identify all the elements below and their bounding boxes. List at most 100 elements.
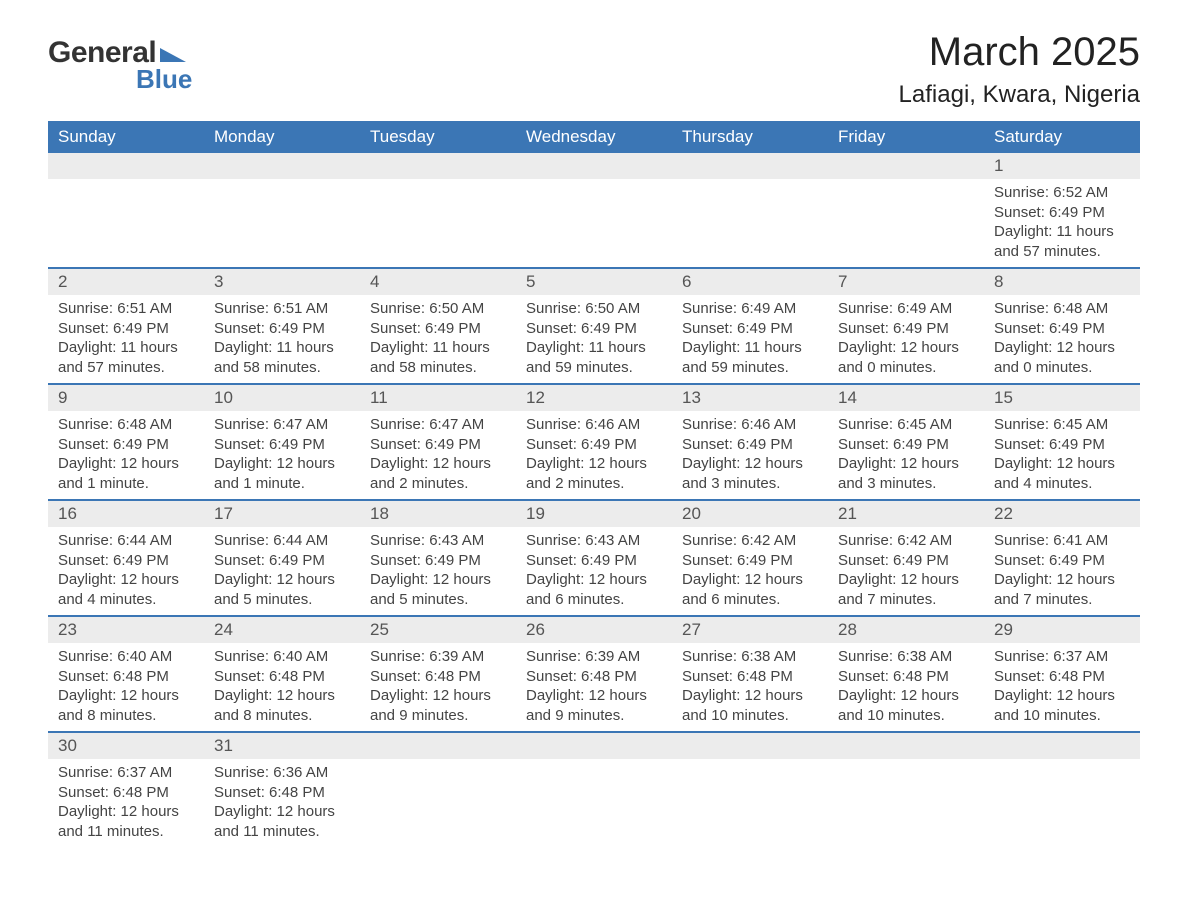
calendar-day-cell: 5Sunrise: 6:50 AMSunset: 6:49 PMDaylight… (516, 268, 672, 384)
sunset-text: Sunset: 6:49 PM (526, 435, 662, 455)
sunset-text: Sunset: 6:49 PM (994, 551, 1130, 571)
day-number (48, 153, 204, 179)
daylight-text: Daylight: 12 hours and 9 minutes. (370, 686, 506, 725)
day-number: 13 (672, 385, 828, 411)
sunset-text: Sunset: 6:49 PM (214, 435, 350, 455)
calendar-day-cell: 9Sunrise: 6:48 AMSunset: 6:49 PMDaylight… (48, 384, 204, 500)
day-details: Sunrise: 6:45 AMSunset: 6:49 PMDaylight:… (828, 411, 984, 499)
day-number: 21 (828, 501, 984, 527)
sunset-text: Sunset: 6:48 PM (682, 667, 818, 687)
day-details: Sunrise: 6:42 AMSunset: 6:49 PMDaylight:… (672, 527, 828, 615)
sunset-text: Sunset: 6:49 PM (58, 319, 194, 339)
day-number: 5 (516, 269, 672, 295)
day-details (984, 759, 1140, 819)
calendar-day-cell: 18Sunrise: 6:43 AMSunset: 6:49 PMDayligh… (360, 500, 516, 616)
calendar-day-cell: 23Sunrise: 6:40 AMSunset: 6:48 PMDayligh… (48, 616, 204, 732)
sunrise-text: Sunrise: 6:42 AM (682, 531, 818, 551)
header: General Blue March 2025 Lafiagi, Kwara, … (48, 30, 1140, 109)
weekday-header: Tuesday (360, 121, 516, 153)
brand-logo: General Blue (48, 36, 192, 95)
daylight-text: Daylight: 12 hours and 7 minutes. (994, 570, 1130, 609)
day-details: Sunrise: 6:47 AMSunset: 6:49 PMDaylight:… (360, 411, 516, 499)
sunrise-text: Sunrise: 6:49 AM (682, 299, 818, 319)
day-details: Sunrise: 6:43 AMSunset: 6:49 PMDaylight:… (516, 527, 672, 615)
day-details: Sunrise: 6:43 AMSunset: 6:49 PMDaylight:… (360, 527, 516, 615)
sunrise-text: Sunrise: 6:38 AM (838, 647, 974, 667)
calendar-day-cell: 27Sunrise: 6:38 AMSunset: 6:48 PMDayligh… (672, 616, 828, 732)
sunset-text: Sunset: 6:48 PM (526, 667, 662, 687)
daylight-text: Daylight: 12 hours and 6 minutes. (682, 570, 818, 609)
calendar-day-cell: 28Sunrise: 6:38 AMSunset: 6:48 PMDayligh… (828, 616, 984, 732)
sunset-text: Sunset: 6:49 PM (682, 435, 818, 455)
calendar-day-cell: 19Sunrise: 6:43 AMSunset: 6:49 PMDayligh… (516, 500, 672, 616)
day-details: Sunrise: 6:41 AMSunset: 6:49 PMDaylight:… (984, 527, 1140, 615)
daylight-text: Daylight: 12 hours and 3 minutes. (682, 454, 818, 493)
daylight-text: Daylight: 12 hours and 4 minutes. (994, 454, 1130, 493)
daylight-text: Daylight: 12 hours and 1 minute. (58, 454, 194, 493)
day-details: Sunrise: 6:48 AMSunset: 6:49 PMDaylight:… (984, 295, 1140, 383)
sunrise-text: Sunrise: 6:51 AM (214, 299, 350, 319)
calendar-day-cell: 2Sunrise: 6:51 AMSunset: 6:49 PMDaylight… (48, 268, 204, 384)
sunrise-text: Sunrise: 6:39 AM (370, 647, 506, 667)
flag-icon (160, 44, 186, 62)
calendar-day-cell (360, 153, 516, 268)
calendar-day-cell: 1Sunrise: 6:52 AMSunset: 6:49 PMDaylight… (984, 153, 1140, 268)
day-details (204, 179, 360, 239)
day-number: 11 (360, 385, 516, 411)
daylight-text: Daylight: 11 hours and 57 minutes. (994, 222, 1130, 261)
sunset-text: Sunset: 6:48 PM (838, 667, 974, 687)
sunset-text: Sunset: 6:49 PM (682, 551, 818, 571)
day-details: Sunrise: 6:38 AMSunset: 6:48 PMDaylight:… (672, 643, 828, 731)
day-number: 15 (984, 385, 1140, 411)
sunrise-text: Sunrise: 6:42 AM (838, 531, 974, 551)
day-details: Sunrise: 6:46 AMSunset: 6:49 PMDaylight:… (672, 411, 828, 499)
calendar-week-row: 2Sunrise: 6:51 AMSunset: 6:49 PMDaylight… (48, 268, 1140, 384)
day-number: 17 (204, 501, 360, 527)
calendar-day-cell (204, 153, 360, 268)
day-number: 14 (828, 385, 984, 411)
day-number (672, 153, 828, 179)
day-details (48, 179, 204, 239)
daylight-text: Daylight: 12 hours and 5 minutes. (370, 570, 506, 609)
weekday-header: Saturday (984, 121, 1140, 153)
calendar-day-cell (672, 732, 828, 847)
day-details: Sunrise: 6:37 AMSunset: 6:48 PMDaylight:… (984, 643, 1140, 731)
sunset-text: Sunset: 6:49 PM (370, 435, 506, 455)
sunrise-text: Sunrise: 6:45 AM (994, 415, 1130, 435)
calendar-day-cell: 24Sunrise: 6:40 AMSunset: 6:48 PMDayligh… (204, 616, 360, 732)
calendar-day-cell: 6Sunrise: 6:49 AMSunset: 6:49 PMDaylight… (672, 268, 828, 384)
sunset-text: Sunset: 6:49 PM (214, 319, 350, 339)
sunset-text: Sunset: 6:49 PM (58, 435, 194, 455)
sunrise-text: Sunrise: 6:47 AM (214, 415, 350, 435)
day-number: 31 (204, 733, 360, 759)
day-details: Sunrise: 6:50 AMSunset: 6:49 PMDaylight:… (360, 295, 516, 383)
day-number: 24 (204, 617, 360, 643)
sunset-text: Sunset: 6:49 PM (526, 551, 662, 571)
day-number (516, 733, 672, 759)
sunset-text: Sunset: 6:48 PM (994, 667, 1130, 687)
day-details (516, 759, 672, 819)
daylight-text: Daylight: 11 hours and 58 minutes. (370, 338, 506, 377)
day-number (360, 153, 516, 179)
sunrise-text: Sunrise: 6:38 AM (682, 647, 818, 667)
day-details: Sunrise: 6:39 AMSunset: 6:48 PMDaylight:… (360, 643, 516, 731)
day-number: 10 (204, 385, 360, 411)
calendar-week-row: 23Sunrise: 6:40 AMSunset: 6:48 PMDayligh… (48, 616, 1140, 732)
calendar-day-cell: 14Sunrise: 6:45 AMSunset: 6:49 PMDayligh… (828, 384, 984, 500)
sunset-text: Sunset: 6:49 PM (526, 319, 662, 339)
day-details: Sunrise: 6:46 AMSunset: 6:49 PMDaylight:… (516, 411, 672, 499)
sunset-text: Sunset: 6:49 PM (838, 319, 974, 339)
daylight-text: Daylight: 12 hours and 2 minutes. (526, 454, 662, 493)
daylight-text: Daylight: 12 hours and 10 minutes. (994, 686, 1130, 725)
calendar-day-cell: 26Sunrise: 6:39 AMSunset: 6:48 PMDayligh… (516, 616, 672, 732)
page-title: March 2025 (899, 30, 1140, 75)
weekday-header: Sunday (48, 121, 204, 153)
calendar-week-row: 1Sunrise: 6:52 AMSunset: 6:49 PMDaylight… (48, 153, 1140, 268)
calendar-day-cell: 3Sunrise: 6:51 AMSunset: 6:49 PMDaylight… (204, 268, 360, 384)
calendar-day-cell: 13Sunrise: 6:46 AMSunset: 6:49 PMDayligh… (672, 384, 828, 500)
day-number: 8 (984, 269, 1140, 295)
daylight-text: Daylight: 12 hours and 10 minutes. (838, 686, 974, 725)
daylight-text: Daylight: 12 hours and 8 minutes. (58, 686, 194, 725)
sunset-text: Sunset: 6:48 PM (370, 667, 506, 687)
sunset-text: Sunset: 6:49 PM (682, 319, 818, 339)
